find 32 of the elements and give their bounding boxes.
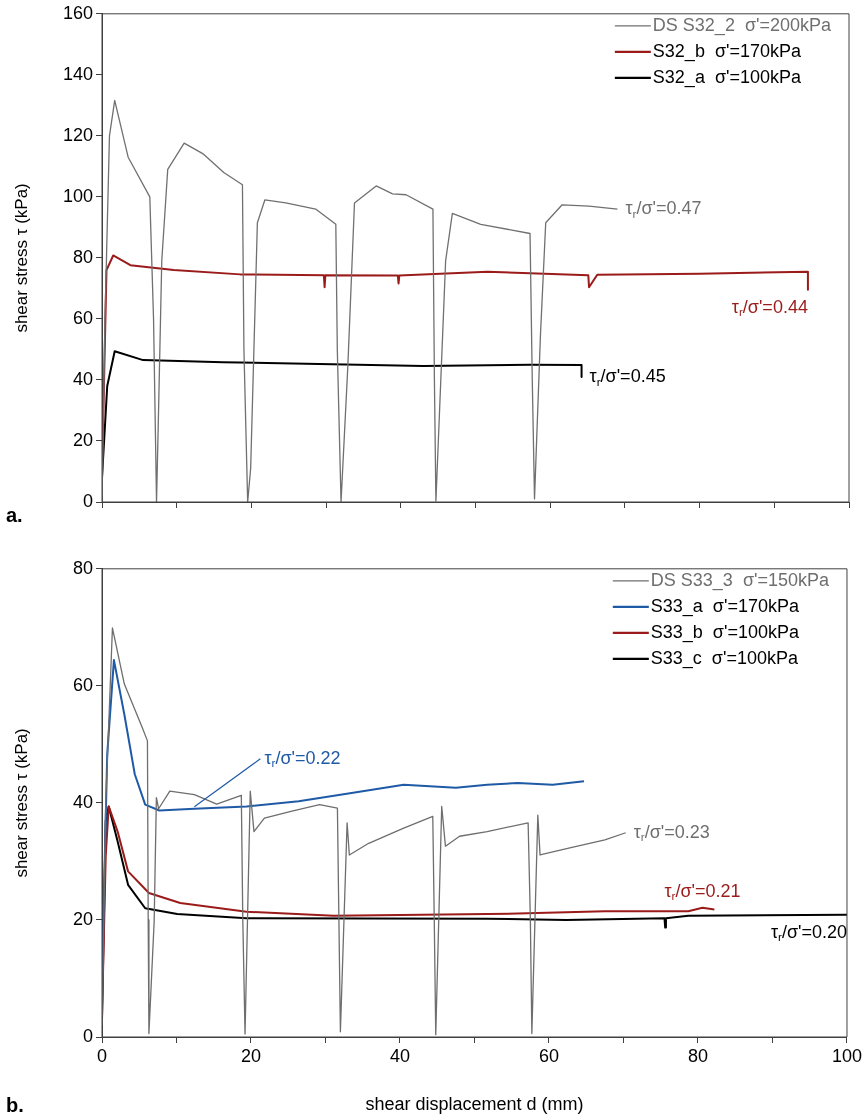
legend-label: S32_a σ'=100kPa [652,66,802,88]
legend-label: S33_b σ'=100kPa [650,621,800,643]
y-tick-label: 160 [62,2,93,23]
legend-label: S33_a σ'=170kPa [650,595,800,617]
legend-label: DS S33_3 σ'=150kPa [650,569,830,591]
x-tick-label: 0 [96,1045,108,1066]
y-tick-label: 80 [72,557,93,578]
y-tick-label: 40 [72,791,93,812]
legend-label: S33_c σ'=100kPa [650,647,799,669]
y-tick-label: 20 [72,908,93,929]
y-tick-label: 20 [72,429,93,450]
y-axis-title: shear stress τ (kPa) [11,183,31,333]
y-tick-label: 60 [72,674,93,695]
x-tick-label: 80 [687,1045,708,1066]
x-tick-label: 100 [831,1045,863,1066]
y-tick-label: 120 [62,124,93,145]
legend-label: S32_b σ'=170kPa [652,40,802,62]
x-axis-title: shear displacement d (mm) [365,1094,584,1115]
text: b. [6,1093,24,1116]
y-tick-label: 0 [82,1025,93,1046]
y-tick-label: 140 [62,63,93,84]
x-tick-label: 20 [240,1045,262,1066]
y-axis-title: shear stress τ (kPa) [11,728,31,878]
y-tick-label: 0 [82,490,93,511]
y-tick-label: 80 [72,246,93,267]
y-tick-label: 40 [72,368,93,389]
x-tick-label: 60 [538,1045,560,1066]
y-tick-label: 100 [62,185,93,206]
text: a. [6,503,23,526]
x-tick-label: 40 [389,1045,411,1066]
legend-label: DS S32_2 σ'=200kPa [652,14,832,36]
y-tick-label: 60 [72,307,93,328]
